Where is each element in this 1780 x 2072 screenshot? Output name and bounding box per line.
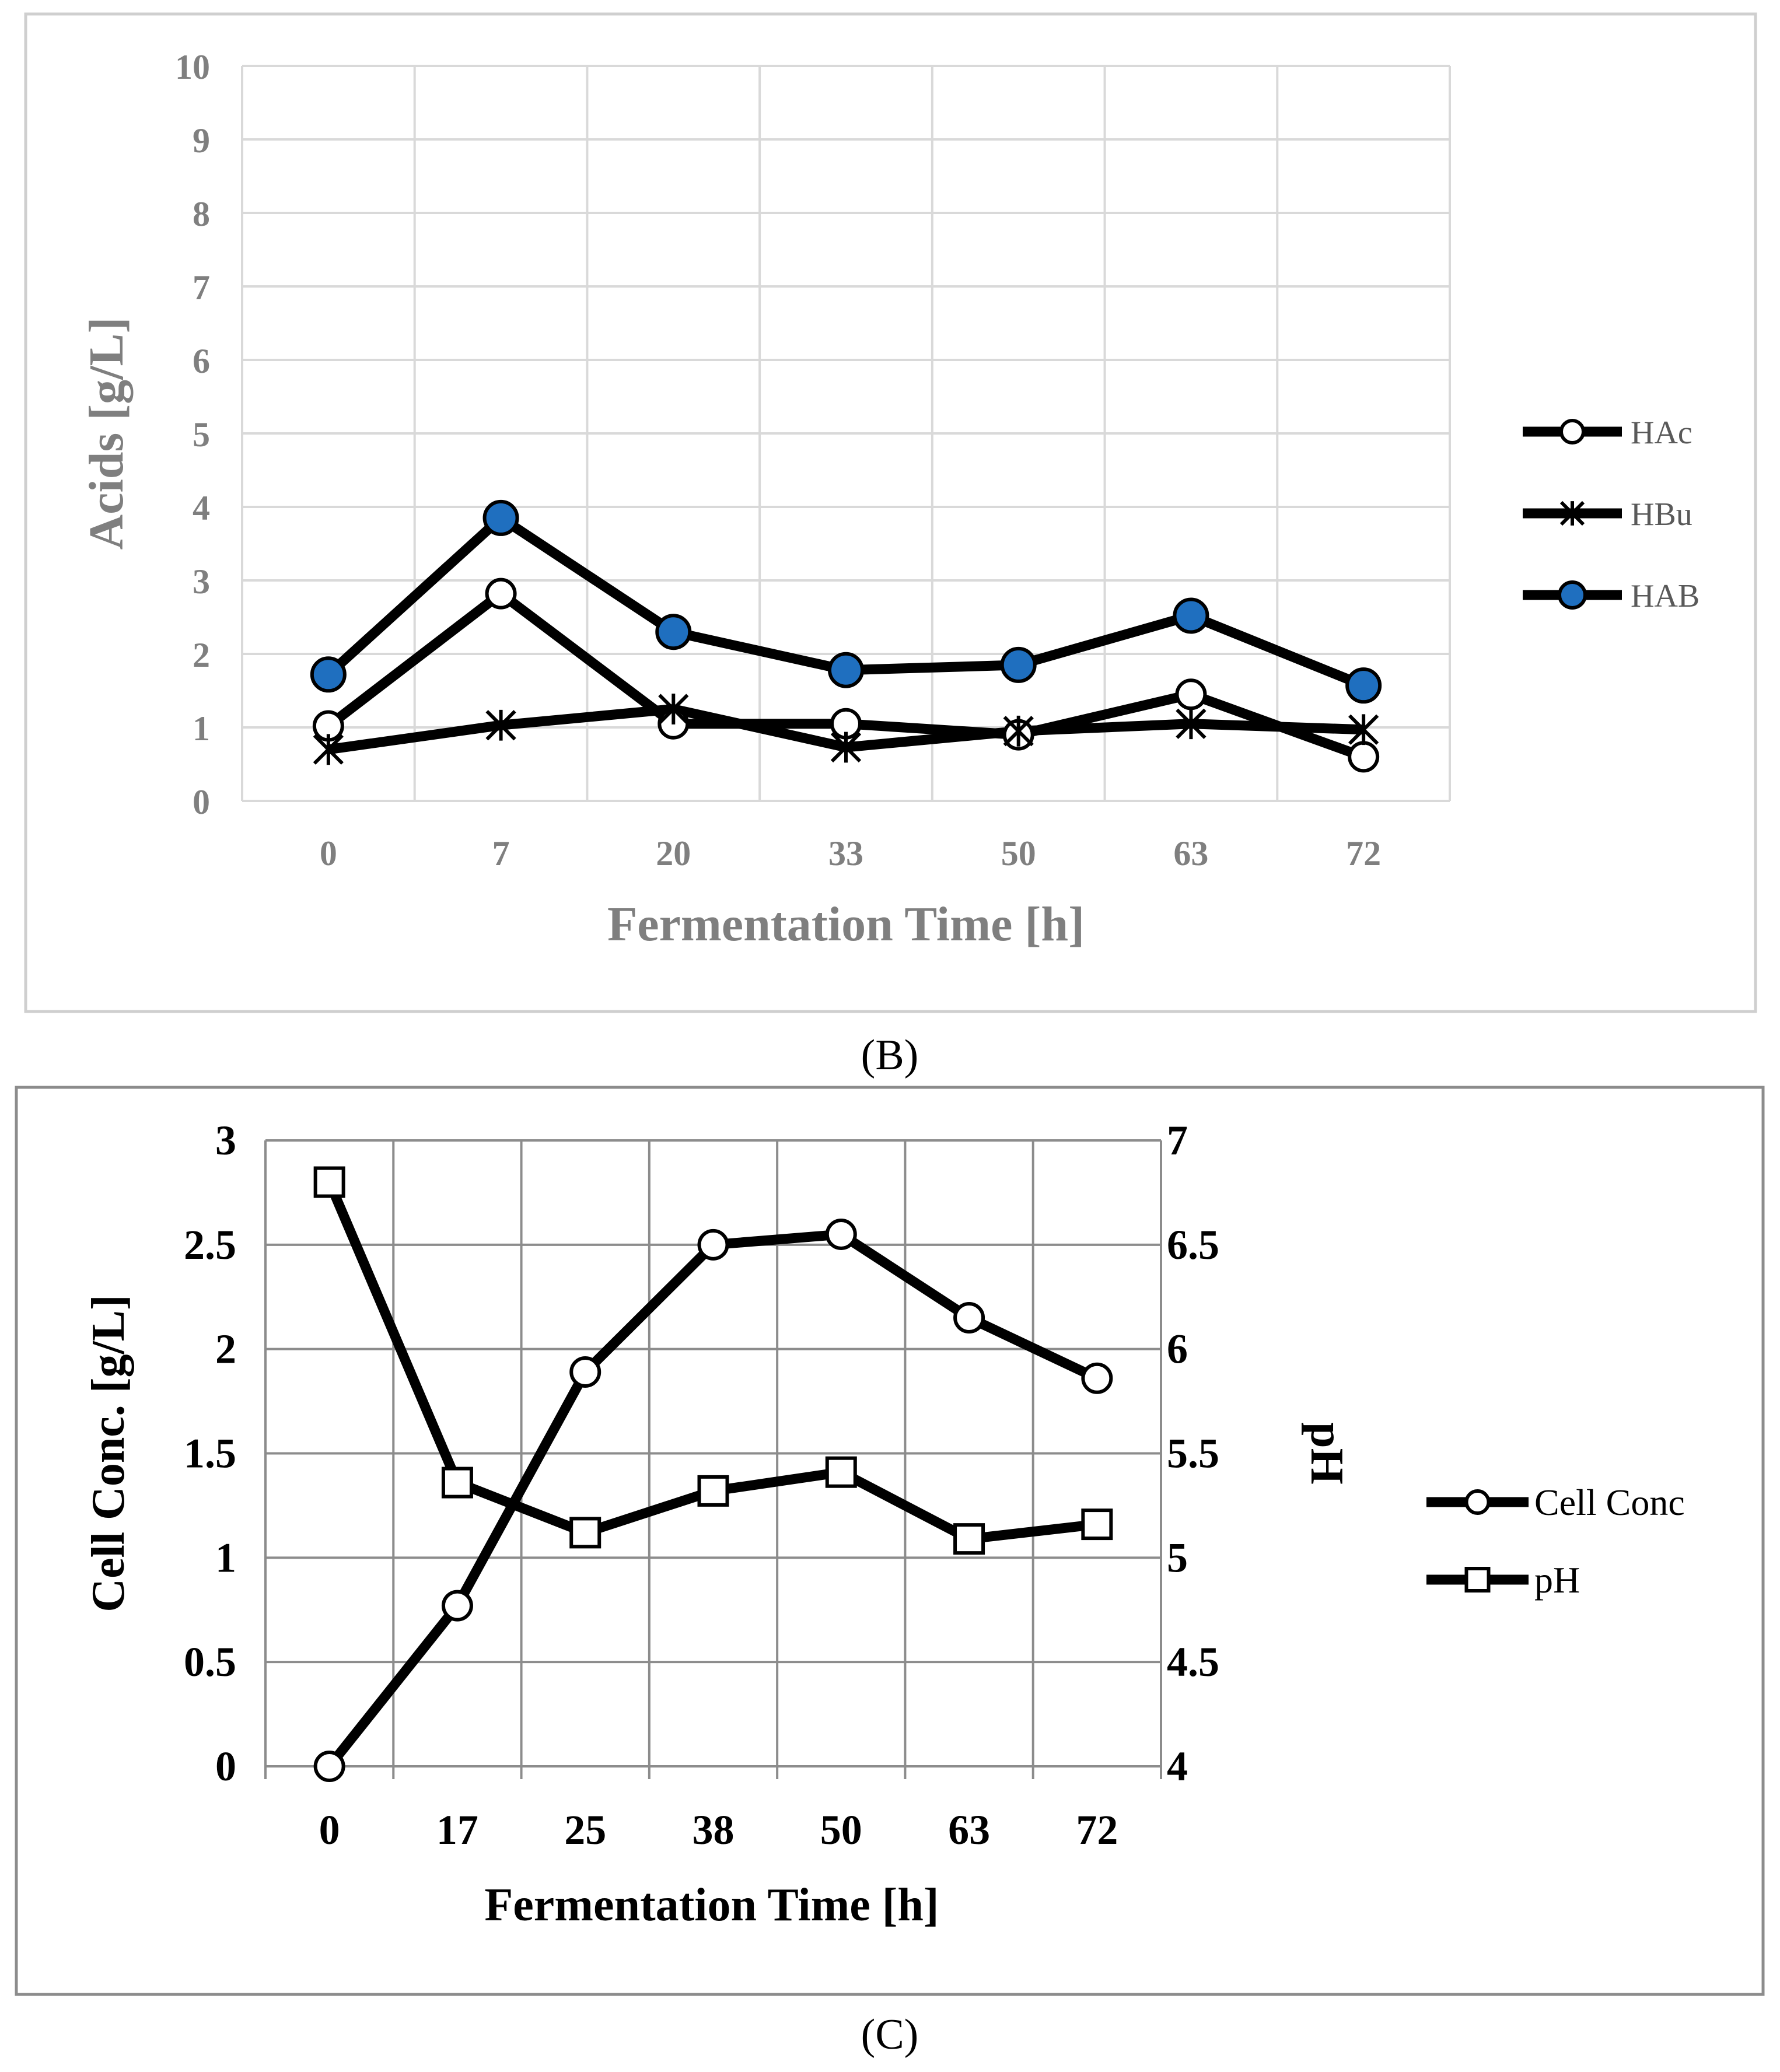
data-point-hbu bbox=[313, 734, 344, 765]
chart-b-frame bbox=[24, 12, 1757, 1013]
data-point-hab bbox=[828, 652, 864, 688]
legend-label-hac: HAc bbox=[1631, 415, 1692, 451]
y-tick-label: 0.5 bbox=[184, 1639, 236, 1685]
panel-label-b: (B) bbox=[861, 1031, 919, 1079]
data-point-hac bbox=[485, 578, 517, 610]
y-tick-label: 1 bbox=[193, 709, 210, 748]
x-tick-label: 0 bbox=[320, 834, 337, 873]
x-tick-label: 38 bbox=[693, 1807, 735, 1853]
panel-label-c: (C) bbox=[861, 2011, 919, 2059]
x-tick-label: 63 bbox=[1173, 834, 1208, 873]
x-tick-label: 50 bbox=[820, 1807, 862, 1853]
x-tick-label: 20 bbox=[656, 834, 691, 873]
x-axis-label: Fermentation Time [h] bbox=[484, 1880, 939, 1931]
data-point-ph bbox=[1081, 1508, 1113, 1541]
x-tick-label: 17 bbox=[436, 1807, 478, 1853]
legend-label-ph: pH bbox=[1534, 1559, 1580, 1601]
y2-tick-label: 6.5 bbox=[1167, 1222, 1219, 1268]
x-tick-label: 0 bbox=[319, 1807, 340, 1853]
data-point-hbu bbox=[830, 732, 862, 763]
data-point-cell-conc bbox=[569, 1356, 602, 1388]
y2-tick-label: 7 bbox=[1167, 1117, 1188, 1164]
y-tick-label: 2.5 bbox=[184, 1222, 236, 1268]
data-point-ph bbox=[953, 1523, 985, 1555]
data-point-hab bbox=[1000, 646, 1037, 683]
data-point-hab bbox=[482, 499, 519, 536]
chart-c: 0 0.5 1 1.5 2 2.5 3 4 4.5 5 5.5 6 6.5 7 0 17 25 38 50 63 72 F… bbox=[83, 1117, 1685, 1931]
y-tick-label: 1 bbox=[215, 1534, 236, 1581]
data-point-hac bbox=[1348, 741, 1380, 773]
x-tick-label: 72 bbox=[1346, 834, 1381, 873]
legend-marker-ph bbox=[1464, 1567, 1491, 1592]
y-tick-label: 2 bbox=[215, 1326, 236, 1373]
data-point-hab bbox=[1173, 597, 1209, 634]
data-point-ph bbox=[441, 1466, 473, 1499]
legend-marker-cell-conc bbox=[1464, 1489, 1491, 1515]
y-tick-label: 3 bbox=[215, 1117, 236, 1164]
y2-tick-label: 5.5 bbox=[1167, 1430, 1219, 1477]
y-tick-label: 6 bbox=[193, 342, 210, 380]
data-point-hbu bbox=[1348, 714, 1379, 746]
y2-tick-label: 5 bbox=[1167, 1534, 1188, 1581]
legend-label-hbu: HBu bbox=[1631, 496, 1692, 533]
x-tick-label: 63 bbox=[948, 1807, 990, 1853]
x-tick-label: 25 bbox=[564, 1807, 606, 1853]
legend-marker-hab bbox=[1558, 580, 1587, 610]
y-tick-label: 3 bbox=[193, 562, 210, 601]
data-point-ph bbox=[825, 1456, 857, 1488]
chart-b: 0 1 2 3 4 5 6 7 8 9 10 0 7 20 33 50 63 72 Fermentation Tim… bbox=[79, 48, 1699, 951]
y-tick-label: 4 bbox=[193, 489, 210, 527]
y-tick-label: 5 bbox=[193, 415, 210, 454]
y-tick-label: 0 bbox=[193, 783, 210, 821]
x-axis-label: Fermentation Time [h] bbox=[607, 897, 1085, 951]
y-tick-label: 0 bbox=[215, 1743, 236, 1790]
y-axis-label: Acids [g/L] bbox=[79, 317, 134, 550]
data-point-cell-conc bbox=[1081, 1362, 1113, 1394]
data-point-cell-conc bbox=[697, 1228, 729, 1261]
x-tick-label: 72 bbox=[1076, 1807, 1118, 1853]
x-tick-label: 33 bbox=[828, 834, 863, 873]
y2-tick-label: 4.5 bbox=[1167, 1639, 1219, 1685]
data-point-ph bbox=[313, 1166, 345, 1198]
data-point-hab bbox=[310, 656, 347, 693]
x-tick-label: 50 bbox=[1001, 834, 1036, 873]
y2-tick-label: 6 bbox=[1167, 1326, 1188, 1373]
data-point-hbu bbox=[485, 709, 516, 741]
legend-label-hab: HAB bbox=[1631, 578, 1699, 614]
data-point-hac bbox=[1175, 678, 1207, 710]
y-tick-label: 10 bbox=[175, 48, 210, 86]
data-point-hbu bbox=[1176, 708, 1207, 740]
data-point-ph bbox=[697, 1475, 729, 1507]
y-tick-label: 7 bbox=[193, 268, 210, 307]
y-tick-label: 8 bbox=[193, 195, 210, 233]
data-point-cell-conc bbox=[441, 1590, 473, 1622]
y2-axis-label: pH bbox=[1301, 1422, 1352, 1485]
y-tick-label: 9 bbox=[193, 121, 210, 160]
data-point-hab bbox=[1345, 667, 1382, 704]
data-point-ph bbox=[569, 1517, 602, 1549]
data-point-hbu bbox=[1003, 715, 1034, 747]
x-tick-label: 7 bbox=[492, 834, 510, 873]
y2-tick-label: 4 bbox=[1167, 1743, 1188, 1790]
y-tick-label: 2 bbox=[193, 636, 210, 674]
data-point-cell-conc bbox=[953, 1302, 985, 1334]
y-tick-label: 1.5 bbox=[184, 1430, 236, 1477]
data-point-cell-conc bbox=[825, 1218, 857, 1250]
legend-label-cell-conc: Cell Conc bbox=[1534, 1482, 1685, 1523]
data-point-hab bbox=[655, 614, 692, 650]
y-axis-label: Cell Conc. [g/L] bbox=[83, 1294, 134, 1612]
data-point-hbu bbox=[658, 694, 689, 724]
legend-marker-hac bbox=[1559, 419, 1585, 444]
legend-marker-hbu bbox=[1559, 501, 1585, 526]
chart-c-frame bbox=[15, 1086, 1765, 1996]
data-point-cell-conc bbox=[313, 1751, 345, 1782]
